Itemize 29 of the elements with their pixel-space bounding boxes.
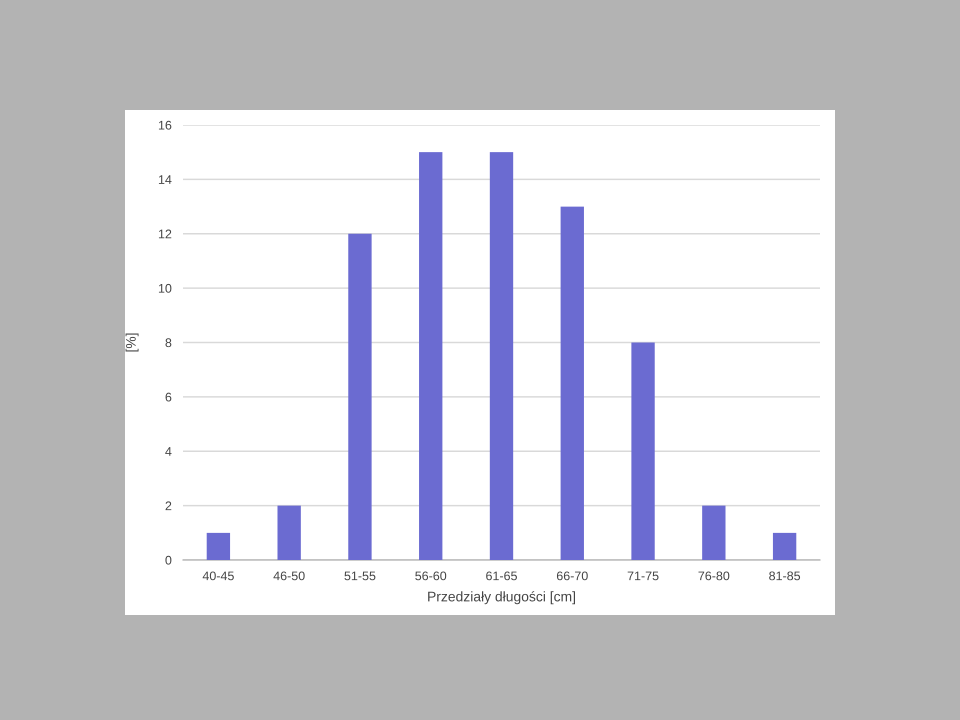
x-tick-label: 81-85 xyxy=(769,571,800,580)
y-tick-label: 6 xyxy=(166,392,172,402)
y-tick-label: 4 xyxy=(165,447,172,456)
x-tick-label: 46-50 xyxy=(273,571,305,580)
bar xyxy=(206,532,230,560)
x-tick-label: 71-75 xyxy=(628,572,659,580)
y-tick-label: 14 xyxy=(158,175,172,184)
bar xyxy=(560,206,584,560)
y-axis-title: [%] xyxy=(126,333,139,352)
y-tick-label: 12 xyxy=(158,230,172,238)
bar xyxy=(277,506,301,560)
x-tick-label: 51-55 xyxy=(344,572,376,580)
y-tick-label: 16 xyxy=(158,120,172,130)
x-tick-label: 56-60 xyxy=(415,571,446,580)
bar xyxy=(702,506,726,560)
bar xyxy=(419,152,442,560)
x-tick-label: 61-65 xyxy=(486,571,517,580)
bar xyxy=(490,152,514,560)
bar xyxy=(772,532,796,560)
y-tick-label: 2 xyxy=(166,501,172,510)
x-axis-title: Przedziały długości [cm] xyxy=(428,591,575,604)
x-tick-label: 40-45 xyxy=(202,571,234,580)
bar xyxy=(348,234,372,560)
y-tick-label: 10 xyxy=(158,284,172,293)
y-tick-label: 8 xyxy=(165,338,172,348)
bar xyxy=(631,342,655,560)
y-tick-label: 0 xyxy=(165,556,172,565)
x-tick-label: 66-70 xyxy=(556,571,588,580)
x-tick-label: 76-80 xyxy=(698,571,730,580)
